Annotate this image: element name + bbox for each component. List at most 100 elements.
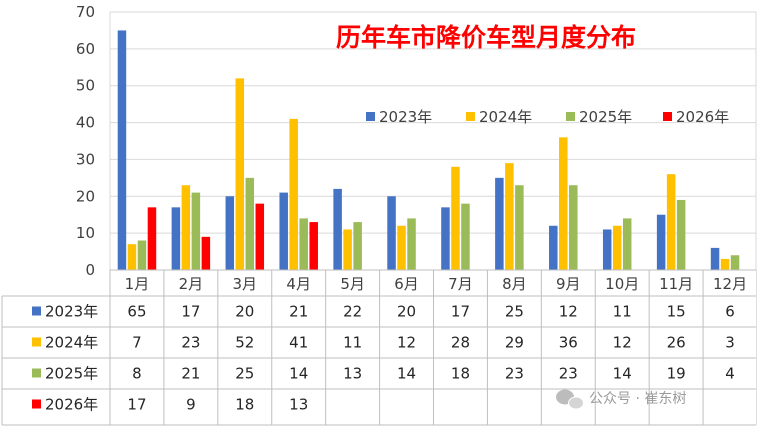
data-label: 25: [235, 365, 254, 383]
x-tick-label: 1月: [125, 275, 150, 293]
bar: [333, 188, 342, 270]
data-label: 13: [343, 365, 362, 383]
legend-swatch: [566, 112, 575, 121]
bar: [515, 185, 524, 270]
bar: [117, 30, 127, 270]
data-label: 11: [343, 334, 362, 352]
bar: [387, 196, 396, 270]
y-tick-label: 70: [76, 3, 95, 21]
watermark: [556, 389, 584, 410]
x-tick-label: 7月: [448, 275, 473, 293]
bar: [666, 174, 676, 270]
data-label: 23: [559, 365, 578, 383]
legend-label: 2025年: [579, 108, 632, 126]
x-tick-label: 6月: [394, 275, 419, 293]
x-tick-label: 8月: [502, 275, 527, 293]
bar: [720, 258, 730, 270]
data-label: 17: [127, 396, 146, 414]
data-label: 23: [181, 334, 200, 352]
data-label: 25: [505, 303, 524, 321]
table-series-label: 2024年: [45, 334, 98, 352]
bar: [441, 207, 450, 270]
data-label: 7: [132, 334, 142, 352]
x-tick-label: 10月: [605, 275, 639, 293]
bar: [255, 203, 265, 270]
data-label: 12: [559, 303, 578, 321]
table-legend-swatch: [32, 368, 41, 378]
x-tick-label: 11月: [659, 275, 693, 293]
wechat-icon-bubble: [568, 396, 584, 410]
bar: [343, 229, 352, 270]
bar: [549, 225, 558, 270]
bar: [289, 118, 298, 270]
table-legend-swatch: [32, 337, 41, 347]
table-legend-swatch: [32, 399, 41, 409]
bar: [279, 192, 288, 270]
bar: [612, 225, 622, 270]
bar: [622, 218, 632, 270]
bar: [147, 207, 157, 270]
data-label: 41: [289, 334, 308, 352]
data-label: 20: [397, 303, 416, 321]
data-label: 14: [613, 365, 632, 383]
legend-swatch: [663, 112, 672, 121]
y-tick-label: 10: [76, 224, 95, 242]
bar: [127, 244, 137, 270]
data-label: 12: [397, 334, 416, 352]
data-label: 6: [725, 303, 735, 321]
table-series-label: 2025年: [45, 365, 98, 383]
bar: [353, 222, 362, 270]
y-tick-label: 20: [76, 187, 95, 205]
data-label: 17: [181, 303, 200, 321]
legend-label: 2026年: [676, 108, 729, 126]
bar: [710, 247, 720, 270]
data-label: 9: [186, 396, 196, 414]
y-tick-label: 30: [76, 150, 95, 168]
table-legend-swatch: [32, 306, 41, 316]
data-label: 18: [451, 365, 470, 383]
data-label: 13: [289, 396, 308, 414]
legend-label: 2023年: [379, 108, 432, 126]
bar: [245, 177, 255, 270]
data-label: 11: [613, 303, 632, 321]
bar: [225, 196, 235, 270]
data-label: 21: [181, 365, 200, 383]
data-label: 29: [505, 334, 524, 352]
data-label: 14: [289, 365, 308, 383]
bar: [451, 166, 460, 270]
data-label: 21: [289, 303, 308, 321]
y-tick-label: 40: [76, 114, 95, 132]
bar: [495, 177, 504, 270]
data-label: 36: [559, 334, 578, 352]
data-label: 26: [667, 334, 686, 352]
data-label: 17: [451, 303, 470, 321]
data-label: 4: [725, 365, 735, 383]
bar: [181, 185, 191, 270]
bar: [505, 163, 514, 270]
bar: [676, 199, 686, 270]
data-label: 28: [451, 334, 470, 352]
x-tick-label: 12月: [713, 275, 747, 293]
table-series-label: 2023年: [45, 303, 98, 321]
bar: [171, 207, 181, 270]
data-label: 3: [725, 334, 735, 352]
legend-label: 2024年: [479, 108, 532, 126]
x-tick-label: 4月: [286, 275, 311, 293]
y-tick-label: 50: [76, 77, 95, 95]
data-label: 18: [235, 396, 254, 414]
y-tick-label: 60: [76, 40, 95, 58]
x-tick-label: 2月: [179, 275, 204, 293]
bar: [602, 229, 612, 270]
data-label: 65: [127, 303, 146, 321]
bar: [407, 218, 416, 270]
bar: [461, 203, 470, 270]
x-tick-label: 3月: [233, 275, 258, 293]
x-tick-label: 5月: [340, 275, 365, 293]
data-label: 52: [235, 334, 254, 352]
bar: [309, 222, 318, 270]
data-label: 8: [132, 365, 142, 383]
data-label: 23: [505, 365, 524, 383]
bar: [569, 185, 578, 270]
